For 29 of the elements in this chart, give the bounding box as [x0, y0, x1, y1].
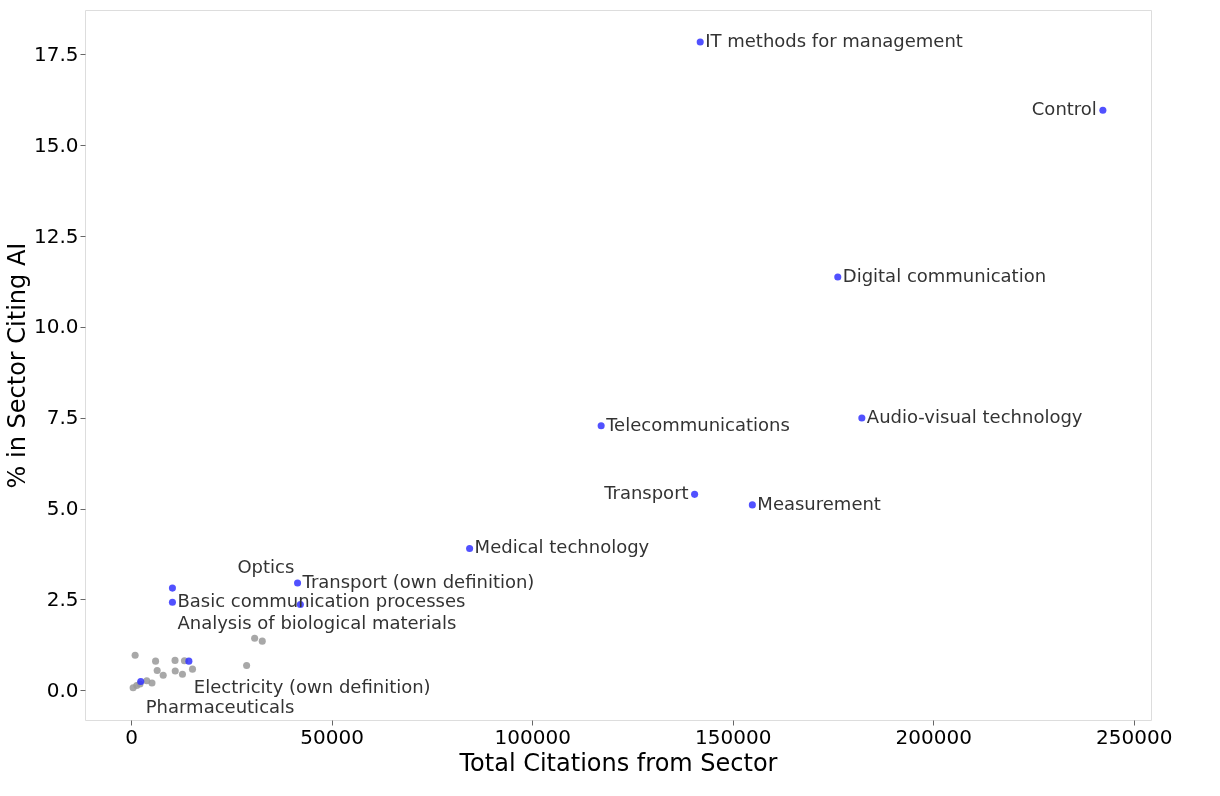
annotation: Pharmaceuticals [145, 696, 295, 718]
annotation: Measurement [757, 492, 881, 514]
annotation: Medical technology [474, 536, 650, 558]
y-tick-label: 7.5 [46, 405, 79, 430]
y-tick-label: 5.0 [46, 496, 79, 521]
x-tick-label: 50000 [300, 724, 364, 749]
x-axis-title: Total Citations from Sector [458, 748, 778, 777]
x-tick-label: 200000 [895, 724, 972, 749]
annotation: Control [1031, 98, 1097, 120]
annotation: Analysis of biological materials [177, 612, 457, 634]
y-axis-title: % in Sector Citing AI [2, 242, 31, 489]
annotation: Audio-visual technology [866, 406, 1083, 428]
annotation: Digital communication [842, 265, 1047, 287]
annotation: IT methods for management [705, 29, 963, 51]
x-tick-label: 100000 [494, 724, 571, 749]
y-tick-label: 10.0 [33, 314, 79, 339]
y-tick-label: 15.0 [33, 132, 79, 157]
y-tick-label: 2.5 [46, 586, 79, 611]
y-tick-label: 17.5 [33, 41, 79, 66]
annotation: Optics [237, 556, 295, 578]
x-tick-label: 250000 [1096, 724, 1173, 749]
annotation: Transport [603, 482, 689, 504]
y-tick-label: 12.5 [33, 223, 79, 248]
annotation: Telecommunications [605, 413, 790, 435]
y-tick-label: 0.0 [46, 677, 79, 702]
annotation: Electricity (own definition) [193, 676, 431, 698]
x-tick-label: 150000 [695, 724, 772, 749]
x-tick-label: 0 [125, 724, 138, 749]
annotation: Transport (own definition) [301, 571, 535, 593]
